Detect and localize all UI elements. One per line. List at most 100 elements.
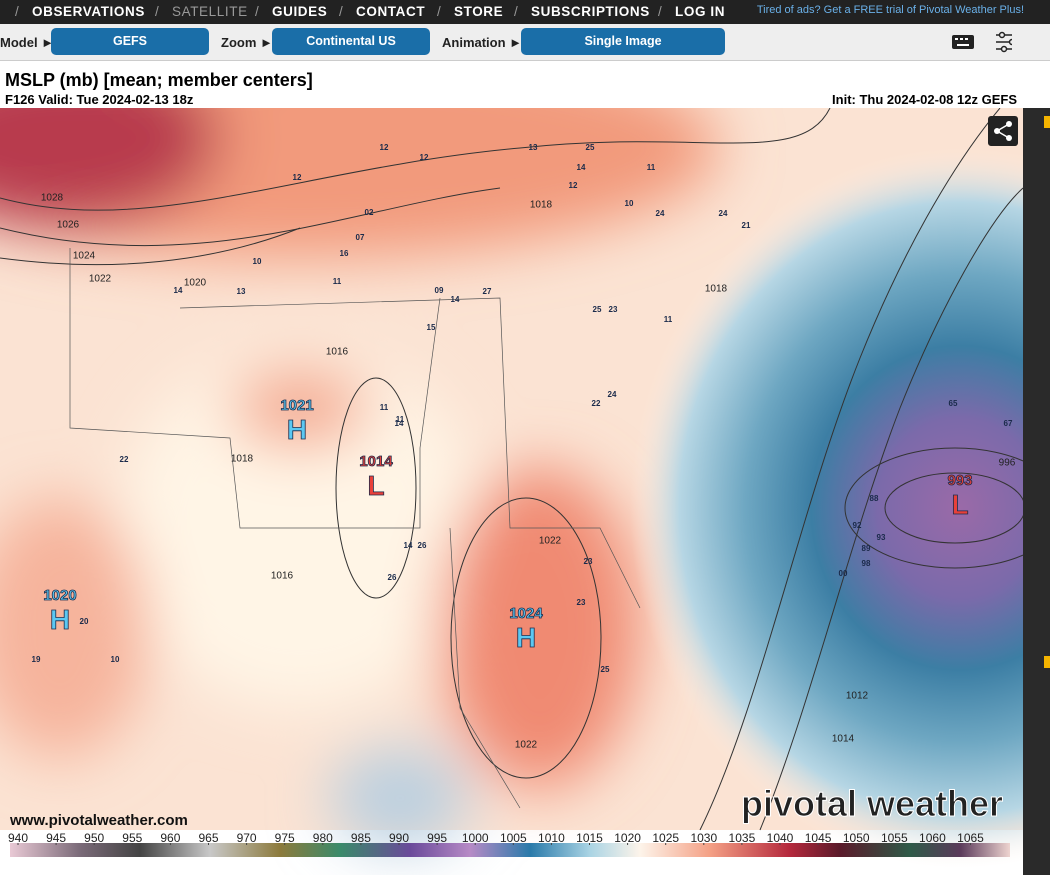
member-label: 89 bbox=[862, 544, 871, 553]
member-label: 19 bbox=[32, 655, 41, 664]
colorbar-label: 990 bbox=[389, 831, 409, 845]
init-time: Init: Thu 2024-02-08 12z GEFS bbox=[832, 92, 1017, 107]
control-label: Model ► bbox=[0, 35, 55, 50]
logo: pivotal weather bbox=[741, 783, 1003, 824]
member-label: 07 bbox=[356, 233, 365, 242]
member-label: 22 bbox=[120, 455, 129, 464]
member-label: 09 bbox=[435, 286, 444, 295]
colorbar-label: 1060 bbox=[919, 831, 946, 845]
nav-link[interactable]: LOG IN bbox=[675, 4, 726, 19]
colorbar-label: 1035 bbox=[729, 831, 756, 845]
member-label: 93 bbox=[877, 533, 886, 542]
nav-separator: / bbox=[658, 4, 663, 19]
colorbar-label: 950 bbox=[84, 831, 104, 845]
nav-link[interactable]: SATELLITE bbox=[172, 4, 248, 19]
nav-separator: / bbox=[255, 4, 260, 19]
nav-separator: / bbox=[155, 4, 160, 19]
colorbar-label: 970 bbox=[237, 831, 257, 845]
isobar-label: 1024 bbox=[73, 251, 96, 262]
colorbar-label: 1040 bbox=[767, 831, 794, 845]
colorbar-label: 995 bbox=[427, 831, 447, 845]
center-value: 1020 bbox=[43, 587, 76, 604]
isobar-label: 1022 bbox=[539, 536, 562, 547]
center-letter: H bbox=[287, 414, 307, 445]
member-label: 00 bbox=[839, 569, 848, 578]
map: 1020H1021H1014L1024H993L1028102610241022… bbox=[0, 108, 1050, 875]
member-label: 25 bbox=[586, 143, 595, 152]
member-label: 15 bbox=[427, 323, 436, 332]
member-label: 02 bbox=[365, 208, 374, 217]
member-label: 24 bbox=[656, 209, 665, 218]
isobar-label: 1022 bbox=[89, 274, 112, 285]
isobar-label: 1018 bbox=[705, 284, 728, 295]
isobar-label: 1028 bbox=[41, 193, 64, 204]
member-label: 12 bbox=[569, 181, 578, 190]
member-label: 22 bbox=[592, 399, 601, 408]
member-label: 13 bbox=[529, 143, 538, 152]
member-label: 20 bbox=[80, 617, 89, 626]
control-button[interactable]: GEFS bbox=[51, 28, 209, 55]
member-label: 10 bbox=[625, 199, 634, 208]
member-label: 11 bbox=[647, 163, 656, 172]
member-label: 26 bbox=[418, 541, 427, 550]
member-label: 24 bbox=[608, 390, 617, 399]
colorbar-label: 1030 bbox=[690, 831, 717, 845]
isobar-label: 1018 bbox=[530, 200, 553, 211]
member-label: 11 bbox=[380, 403, 389, 412]
isobar-label: 1014 bbox=[832, 734, 855, 745]
nav-separator: / bbox=[339, 4, 344, 19]
member-label: 12 bbox=[420, 153, 429, 162]
center-value: 1014 bbox=[359, 453, 393, 470]
map-title: MSLP (mb) [mean; member centers] bbox=[5, 70, 313, 90]
isobar-label: 1016 bbox=[271, 571, 294, 582]
nav-link[interactable]: OBSERVATIONS bbox=[32, 4, 145, 19]
colorbar-label: 980 bbox=[313, 831, 333, 845]
control-button[interactable]: Continental US bbox=[272, 28, 430, 55]
nav-link[interactable]: GUIDES bbox=[272, 4, 328, 19]
colorbar-label: 955 bbox=[122, 831, 142, 845]
isobar-label: 1016 bbox=[326, 347, 349, 358]
member-label: 88 bbox=[870, 494, 879, 503]
member-label: 98 bbox=[862, 559, 871, 568]
nav-separator: / bbox=[437, 4, 442, 19]
member-label: 14 bbox=[174, 286, 183, 295]
isobar-label: 996 bbox=[999, 458, 1016, 469]
member-label: 23 bbox=[584, 557, 593, 566]
member-label: 16 bbox=[340, 249, 349, 258]
colorbar-label: 1055 bbox=[881, 831, 908, 845]
colorbar-label: 1025 bbox=[652, 831, 679, 845]
tool-icons[interactable] bbox=[952, 31, 1012, 55]
colorbar-label: 965 bbox=[198, 831, 218, 845]
member-label: 10 bbox=[111, 655, 120, 664]
control-label: Animation ► bbox=[442, 35, 523, 50]
member-label: 11 bbox=[664, 315, 673, 324]
colorbar-label: 1000 bbox=[462, 831, 489, 845]
nav-link[interactable]: STORE bbox=[454, 4, 504, 19]
member-label: 12 bbox=[293, 173, 302, 182]
nav-separator: / bbox=[514, 4, 519, 19]
promo-link[interactable]: Tired of ads? Get a FREE trial of Pivota… bbox=[756, 4, 1024, 16]
nav-separator: / bbox=[15, 4, 20, 19]
center-letter: H bbox=[516, 622, 536, 653]
member-label: 14 bbox=[577, 163, 586, 172]
center-letter: L bbox=[367, 470, 384, 501]
control-button[interactable]: Single Image bbox=[521, 28, 725, 55]
member-label: 65 bbox=[949, 399, 958, 408]
colorbar-label: 1015 bbox=[576, 831, 603, 845]
member-label: 92 bbox=[853, 521, 862, 530]
center-letter: H bbox=[50, 604, 70, 635]
colorbar-label: 1010 bbox=[538, 831, 565, 845]
member-label: 25 bbox=[601, 665, 610, 674]
controls-bar: Model ► GEFS Zoom ► Continental US Animation… bbox=[0, 24, 1050, 61]
nav-link[interactable]: SUBSCRIPTIONS bbox=[531, 4, 650, 19]
member-label: 23 bbox=[577, 598, 586, 607]
nav-bar: Tired of ads? Get a FREE trial of Pivota… bbox=[0, 0, 1050, 24]
control-label: Zoom ► bbox=[221, 35, 273, 50]
colorbar-label: 1020 bbox=[614, 831, 641, 845]
colorbar-label: 1045 bbox=[805, 831, 832, 845]
nav-link[interactable]: CONTACT bbox=[356, 4, 426, 19]
colorbar-label: 985 bbox=[351, 831, 371, 845]
isobar-label: 1022 bbox=[515, 740, 538, 751]
colorbar-label: 1065 bbox=[957, 831, 984, 845]
